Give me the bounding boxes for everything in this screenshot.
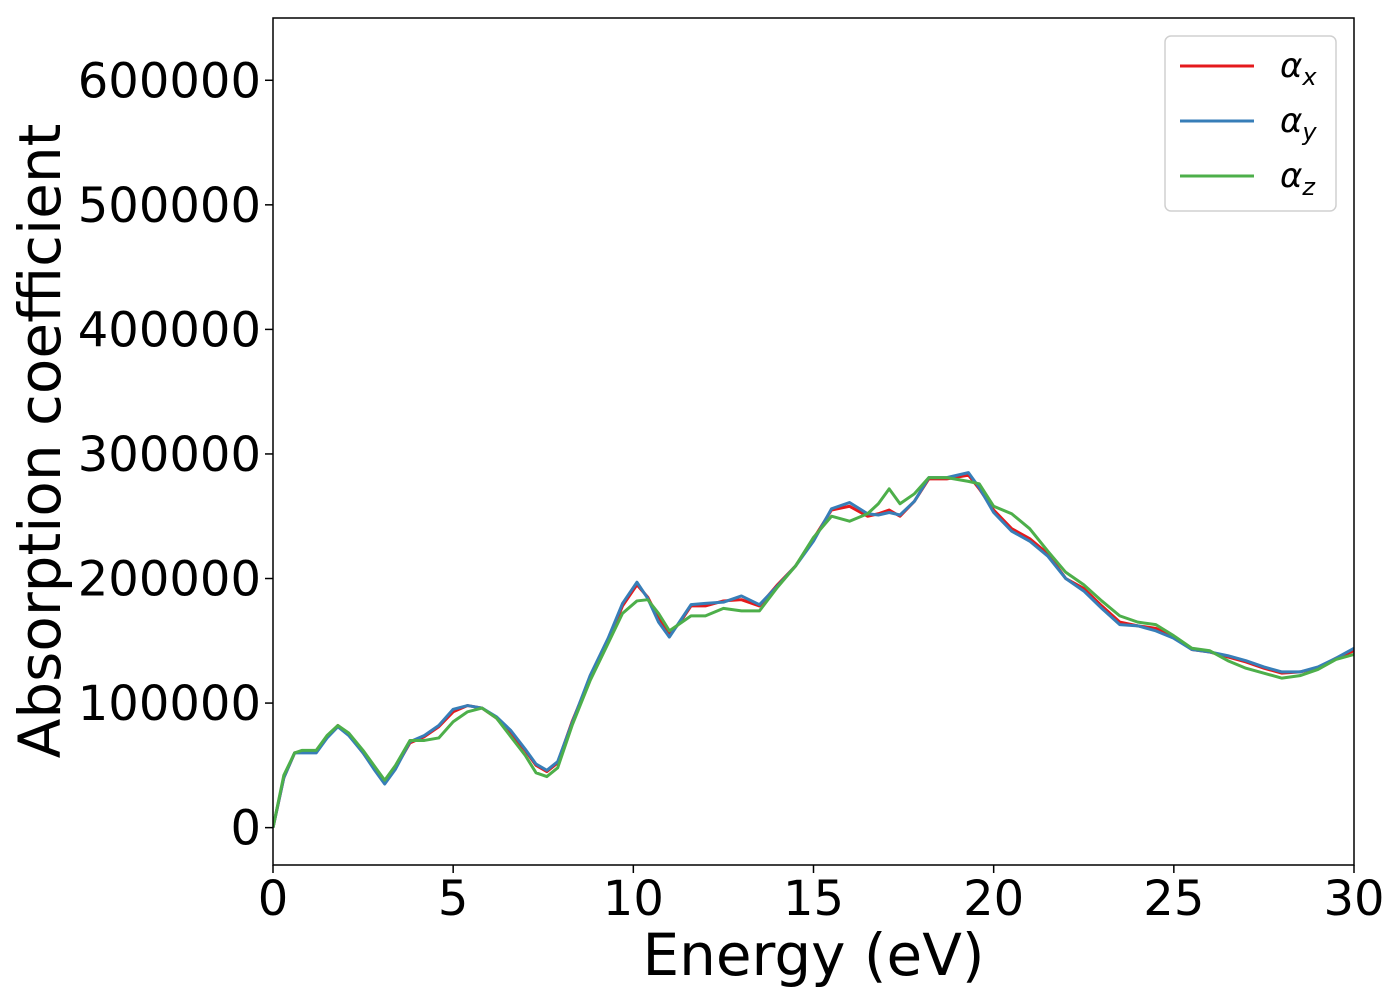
series-line-z	[273, 476, 1354, 828]
y-tick-label: 300000	[78, 427, 261, 483]
x-tick-label: 15	[783, 871, 844, 927]
series-line-y	[273, 471, 1354, 828]
y-tick-label: 400000	[78, 302, 261, 358]
legend-items: αx αy αz	[1180, 46, 1317, 201]
y-tick-label: 500000	[78, 178, 261, 234]
x-tick-label: 30	[1323, 871, 1384, 927]
legend-label-x: αx	[1280, 46, 1317, 91]
x-tick-label: 25	[1143, 871, 1204, 927]
series-line-x	[273, 473, 1354, 828]
y-tick-label: 0	[230, 801, 261, 857]
x-tick-label: 5	[438, 871, 469, 927]
x-tick-label: 0	[258, 871, 289, 927]
y-axis-label: Absorption coefficient	[6, 124, 74, 759]
legend-box	[1164, 35, 1337, 212]
y-tick-label: 100000	[78, 676, 261, 732]
series-lines	[273, 471, 1354, 828]
legend-label-y: αy	[1280, 101, 1317, 146]
y-axis-ticks: 0 100000 200000 300000 400000 500000 600000	[78, 53, 273, 857]
x-tick-label: 10	[603, 871, 664, 927]
legend-label-z: αz	[1280, 156, 1316, 201]
y-tick-label: 600000	[78, 53, 261, 109]
y-tick-label: 200000	[78, 552, 261, 608]
x-axis-ticks: 0 5 10 15 20 25 30	[258, 865, 1385, 927]
x-tick-label: 20	[963, 871, 1024, 927]
legend: αx αy αz	[1164, 35, 1337, 212]
x-axis-label: Energy (eV)	[642, 921, 984, 989]
